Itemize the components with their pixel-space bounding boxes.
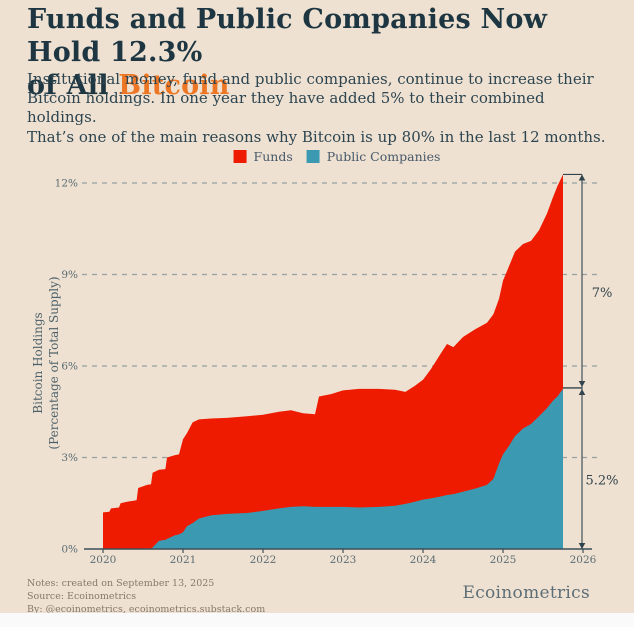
x-tick-label-2023: 2023: [330, 554, 357, 566]
chart-subtitle: Institutional money, fund and public com…: [27, 70, 617, 147]
chart-svg: 2020 2021 2022 2023 2024 2025 2026 0% 3% 6% 9% 12% 7…: [55, 173, 619, 566]
public-companies-area: [103, 388, 563, 549]
funds-area: [103, 174, 563, 549]
x-tick-label-2022: 2022: [250, 554, 277, 566]
y-tick-label-9%: 9%: [61, 269, 78, 281]
legend-label-funds: Funds: [253, 149, 293, 164]
funds-color-swatch: [233, 150, 247, 163]
subtitle-line-1: Institutional money, fund and public com…: [27, 70, 594, 88]
y-tick-label-12%: 12%: [55, 178, 78, 190]
y-tick-label-6%: 6%: [61, 361, 78, 373]
notes-line-2: Source: Ecoinometrics: [27, 591, 137, 603]
y-axis-title-line2: (Percentage of Total Supply): [47, 276, 61, 450]
stacked-area-chart: 2020 2021 2022 2023 2024 2025 2026 0% 3% 6% 9% 12% 7…: [0, 160, 634, 570]
arrowhead-bottom-down: [578, 543, 586, 549]
page-bottom-margin: [0, 613, 634, 627]
annotation-label-7%: 7%: [592, 286, 613, 301]
page-title: Funds and Public Companies Now Hold 12.3…: [27, 4, 617, 103]
notes-line-3: By: @ecoinometrics, ecoinometrics.substa…: [27, 604, 266, 616]
subtitle-line-3: That’s one of the main reasons why Bitco…: [27, 127, 606, 146]
annotation-label-5.2%: 5.2%: [585, 473, 618, 488]
x-tick-label-2026: 2026: [570, 554, 597, 566]
subtitle-line-2: Bitcoin holdings. In one year they have …: [27, 89, 545, 127]
x-tick-label-2020: 2020: [90, 554, 117, 566]
title-line1: Funds and Public Companies Now Hold 12.3…: [27, 4, 548, 68]
arrowhead-top-up: [578, 174, 586, 181]
public-companies-color-swatch: [306, 150, 320, 163]
y-tick-label-0%: 0%: [61, 544, 78, 556]
y-tick-label-3%: 3%: [61, 452, 78, 464]
title-bitcoin-highlight: Bitcoin: [118, 69, 230, 101]
y-axis-title: Bitcoin Holdings (Percentage of Total Su…: [30, 276, 62, 449]
y-axis-title-line1: Bitcoin Holdings: [30, 312, 45, 414]
chart-notes: Notes: created on September 13, 2025 Sou…: [27, 577, 265, 616]
ecoinometrics-logo: Ecoinometrics: [462, 583, 590, 603]
legend-label-public-companies: Public Companies: [326, 149, 441, 164]
x-tick-label-2021: 2021: [170, 554, 197, 566]
chart-legend: Funds Public Companies: [233, 149, 441, 164]
arrowhead-split-up: [578, 388, 586, 395]
x-tick-label-2024: 2024: [410, 554, 437, 566]
legend-item-funds: Funds: [233, 149, 293, 164]
title-line2-prefix: of All: [27, 69, 119, 101]
legend-item-public-companies: Public Companies: [306, 149, 441, 164]
x-tick-label-2025: 2025: [490, 554, 517, 566]
notes-line-1: Notes: created on September 13, 2025: [27, 578, 215, 589]
arrowhead-split-down: [578, 380, 586, 387]
